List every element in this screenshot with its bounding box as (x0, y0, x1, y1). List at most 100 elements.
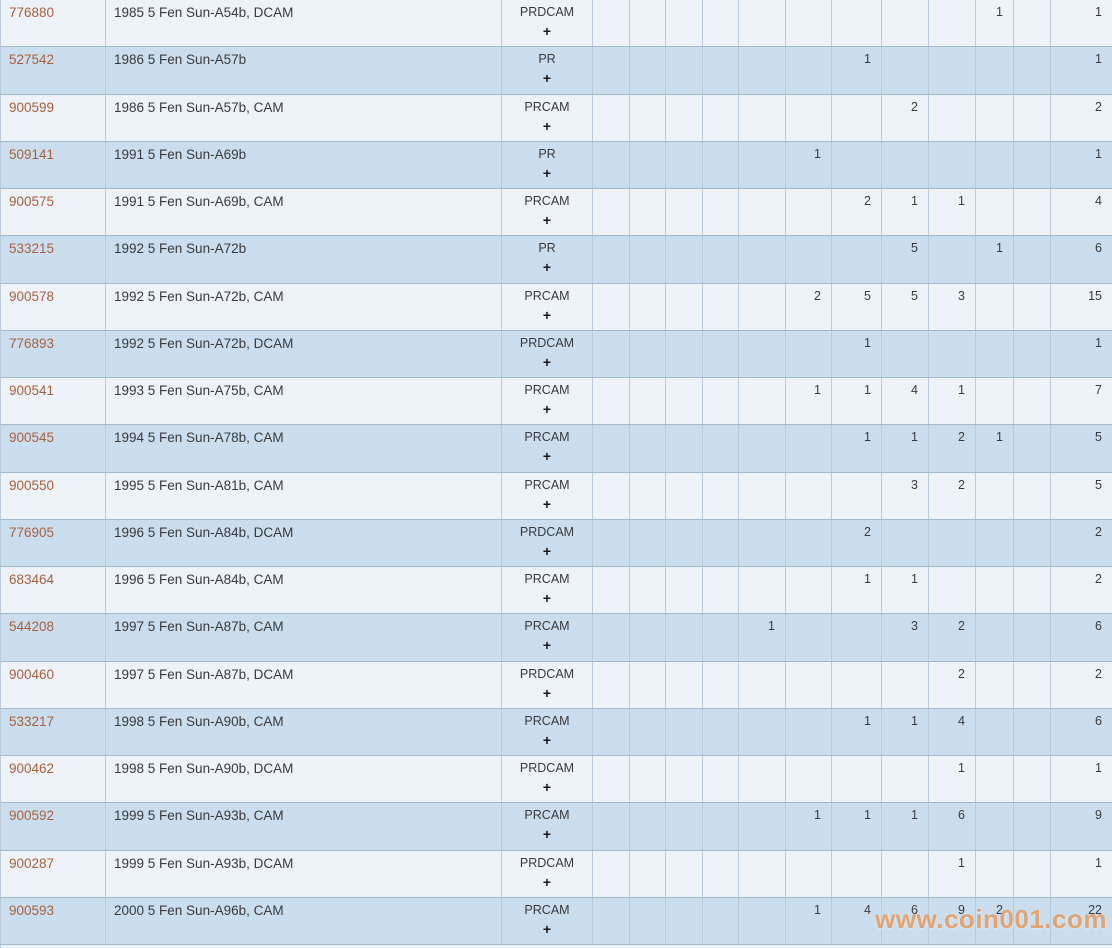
grade-count-cell (630, 897, 666, 944)
grade-count-cell (1014, 236, 1051, 283)
grade-count-cell (630, 803, 666, 850)
expand-plus[interactable]: + (542, 212, 552, 228)
grade-cell: PRCAM + (502, 189, 593, 236)
cert-number-link[interactable]: 900287 (1, 850, 106, 897)
cert-number-link[interactable]: 900578 (1, 283, 106, 330)
grade-label: PRCAM (524, 383, 570, 397)
grade-count-cell (593, 283, 630, 330)
cert-number-link[interactable]: 900462 (1, 756, 106, 803)
expand-plus[interactable]: + (542, 23, 552, 39)
grade-count-cell (666, 803, 703, 850)
cert-number-link[interactable]: 900599 (1, 94, 106, 141)
grade-count-cell (976, 472, 1014, 519)
cert-number-link[interactable]: 900545 (1, 425, 106, 472)
grade-cell: PRCAM + (502, 472, 593, 519)
expand-plus[interactable]: + (542, 731, 552, 748)
grade-count-cell (630, 236, 666, 283)
grade-count-cell (666, 756, 703, 803)
grade-count-cell (786, 472, 832, 519)
grade-cell: PRCAM + (502, 378, 593, 425)
grade-label: PRDCAM (519, 761, 575, 775)
cert-number-link[interactable]: 900592 (1, 803, 106, 850)
expand-plus[interactable]: + (542, 117, 552, 134)
expand-plus[interactable]: + (542, 637, 552, 654)
grade-count-cell (929, 567, 976, 614)
expand-plus[interactable]: + (542, 542, 552, 559)
grade-count-cell: 3 (882, 472, 929, 519)
table-row: 533217 1998 5 Fen Sun-A90b, CAM PRCAM + … (0, 708, 1112, 756)
expand-plus[interactable]: + (542, 353, 552, 370)
grade-count-cell (1014, 141, 1051, 188)
grade-count-cell: 1 (786, 141, 832, 188)
expand-plus[interactable]: + (542, 684, 552, 701)
coin-description: 1993 5 Fen Sun-A75b, CAM (106, 378, 502, 425)
grade-count-cell (593, 236, 630, 283)
cert-number-link[interactable]: 900460 (1, 661, 106, 708)
total-cell: 4 (1095, 194, 1102, 208)
grade-cell: PRDCAM + (502, 519, 593, 566)
grade-count-cell (832, 141, 882, 188)
table-row: 900578 1992 5 Fen Sun-A72b, CAM PRCAM + … (0, 283, 1112, 331)
cert-number-link[interactable]: 900575 (1, 189, 106, 236)
cert-number-link[interactable]: 776905 (1, 519, 106, 566)
grade-count-cell (832, 661, 882, 708)
grade-count-cell (786, 236, 832, 283)
expand-plus[interactable]: + (542, 873, 552, 890)
grade-count-cell (1014, 0, 1051, 47)
grade-label: PRDCAM (519, 5, 575, 19)
grade-label: PRCAM (524, 619, 570, 634)
grade-count-cell: 1 (929, 378, 976, 425)
grade-count-cell: 6 (882, 897, 929, 944)
table-bottom-sliver (0, 945, 1112, 948)
grade-count-cell (976, 850, 1014, 897)
table-row: 900287 1999 5 Fen Sun-A93b, DCAM PRDCAM … (0, 850, 1112, 898)
grade-count-cell: 4 (832, 897, 882, 944)
grade-count-cell (630, 189, 666, 236)
grade-count-cell (976, 94, 1014, 141)
grade-label: PRDCAM (519, 666, 575, 681)
grade-count-cell: 9 (929, 897, 976, 944)
grade-count-cell (739, 425, 786, 472)
cert-number-link[interactable]: 683464 (1, 567, 106, 614)
grade-count-cell: 2 (882, 94, 929, 141)
grade-count-cell: 1 (832, 378, 882, 425)
expand-plus[interactable]: + (542, 590, 552, 606)
grade-count-cell (929, 519, 976, 566)
cert-number-link[interactable]: 533215 (1, 236, 106, 283)
expand-plus[interactable]: + (542, 920, 552, 937)
cert-number-link[interactable]: 900550 (1, 472, 106, 519)
expand-plus[interactable]: + (542, 306, 552, 323)
cert-number-link[interactable]: 509141 (1, 141, 106, 188)
cert-number-link[interactable]: 900541 (1, 378, 106, 425)
expand-plus[interactable]: + (542, 70, 552, 87)
expand-plus[interactable]: + (542, 259, 552, 276)
expand-plus[interactable]: + (542, 401, 552, 417)
expand-plus[interactable]: + (542, 495, 552, 512)
grade-count-cell (882, 330, 929, 377)
grade-count-cell: 1 (786, 897, 832, 944)
cert-number-link[interactable]: 527542 (1, 47, 106, 94)
grade-cell: PRCAM + (502, 897, 593, 944)
cert-number-link[interactable]: 776893 (1, 330, 106, 377)
grade-count-cell (929, 94, 976, 141)
grade-count-cell (703, 803, 739, 850)
grade-count-cell (1014, 519, 1051, 566)
cert-number-link[interactable]: 533217 (1, 708, 106, 755)
cert-number-link[interactable]: 776880 (1, 0, 106, 47)
total-cell: 7 (1095, 383, 1102, 397)
cert-number-link[interactable]: 900593 (1, 897, 106, 944)
grade-count-cell (666, 897, 703, 944)
coin-description: 1998 5 Fen Sun-A90b, CAM (106, 708, 502, 755)
grade-cell: PRDCAM + (502, 661, 593, 708)
expand-plus[interactable]: + (542, 826, 552, 843)
grade-count-cell (593, 897, 630, 944)
expand-plus[interactable]: + (542, 164, 552, 181)
grade-count-cell (666, 283, 703, 330)
cert-number-link[interactable]: 544208 (1, 614, 106, 661)
grade-cell: PRCAM + (502, 803, 593, 850)
grade-count-cell (929, 141, 976, 188)
expand-plus[interactable]: + (542, 779, 552, 795)
table-row: 509141 1991 5 Fen Sun-A69b PR + 1 1 (0, 141, 1112, 189)
expand-plus[interactable]: + (542, 448, 552, 465)
grade-count-cell (593, 519, 630, 566)
